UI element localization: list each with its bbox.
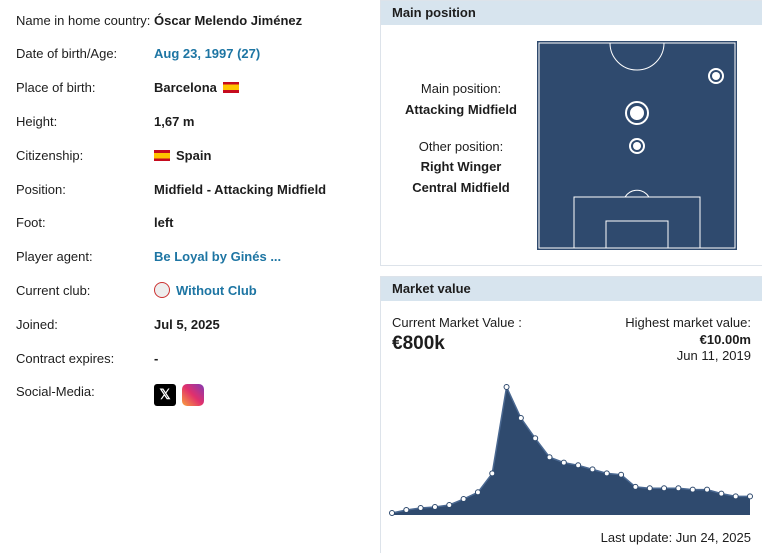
row-label: Foot: <box>16 215 46 231</box>
flag <box>222 82 239 94</box>
value-text: - <box>154 350 159 366</box>
info-row: Contract expires: - <box>16 348 158 368</box>
value-text: Óscar Melendo Jiménez <box>154 12 303 28</box>
info-row: Name in home country: Óscar Melendo Jimén… <box>16 10 302 30</box>
other-position: Right Winger <box>420 159 502 174</box>
row-label: Height: <box>16 113 58 129</box>
row-value: - <box>154 351 158 366</box>
info-row: Height: 1,67 m <box>16 111 194 131</box>
label: Current Market Value : <box>392 315 522 330</box>
info-row: Date of birth/Age: Aug 23, 1997 (27) <box>16 44 260 64</box>
row-label: Social-Media: <box>16 384 95 400</box>
panel-header: Main position <box>381 1 762 25</box>
value-text[interactable]: Be Loyal by Ginés ... <box>154 249 282 265</box>
info-row: Foot: left <box>16 213 174 233</box>
row-value: Midfield - Attacking Midfield <box>154 182 326 197</box>
highest-value: €10.00m <box>699 332 751 347</box>
row-label: Joined: <box>16 316 58 332</box>
value-text: Midfield - Attacking Midfield <box>154 181 327 197</box>
row-label: Date of birth/Age: <box>16 46 118 62</box>
info-row: Player agent: Be Loyal by Ginés ... <box>16 247 281 267</box>
row-value: Óscar Melendo Jiménez <box>154 13 302 28</box>
label: Highest market value: <box>625 315 751 330</box>
row-label: Place of birth: <box>16 80 96 96</box>
row-value: 1,67 m <box>154 114 194 129</box>
highest-date: Jun 11, 2019 <box>676 348 751 363</box>
position-panel: Main position Main position: Attacking M… <box>380 0 762 266</box>
value-text: 1,67 m <box>154 113 195 129</box>
info-row: Joined: Jul 5, 2025 <box>16 314 220 334</box>
info-row: Place of birth: Barcelona <box>16 78 239 98</box>
row-label: Position: <box>16 181 66 197</box>
value-text: Jul 5, 2025 <box>154 316 220 332</box>
x-icon[interactable]: 𝕏 <box>154 383 176 406</box>
value-text[interactable]: Without Club <box>176 282 257 298</box>
value-text: Barcelona <box>154 80 217 96</box>
row-value: left <box>154 215 174 230</box>
club-icon <box>154 282 170 299</box>
row-value: Without Club <box>154 282 257 299</box>
row-label: Citizenship: <box>16 147 84 163</box>
panel-header: Market value <box>381 277 762 301</box>
market-panel: Market value Current Market Value : €800… <box>380 276 762 553</box>
value-text[interactable]: Aug 23, 1997 (27) <box>154 46 261 62</box>
instagram-icon[interactable] <box>182 383 204 406</box>
main-position: Attacking Midfield <box>405 102 517 117</box>
info-row: Social-Media: 𝕏 <box>16 382 204 406</box>
info-row: Citizenship: Spain <box>16 145 211 165</box>
row-label: Contract expires: <box>16 350 115 366</box>
last-update: Last update: Jun 24, 2025 <box>600 530 751 545</box>
info-row: Current club: Without Club <box>16 280 257 300</box>
label: Other position: <box>418 139 504 154</box>
value-text: left <box>154 215 174 231</box>
info-row: Position: Midfield - Attacking Midfield <box>16 179 326 199</box>
current-value: €800k <box>392 333 445 354</box>
row-label: Current club: <box>16 282 91 298</box>
row-value: Jul 5, 2025 <box>154 317 220 332</box>
flag <box>154 149 170 161</box>
row-value: Aug 23, 1997 (27) <box>154 46 260 61</box>
row-value: 𝕏 <box>154 383 204 406</box>
other-position: Central Midfield <box>412 180 510 195</box>
label: Main position: <box>420 81 502 96</box>
row-value: Barcelona <box>154 80 239 95</box>
value-text: Spain <box>176 147 212 163</box>
row-label: Player agent: <box>16 249 93 265</box>
row-value: Be Loyal by Ginés ... <box>154 249 281 264</box>
row-label: Name in home country: <box>16 12 151 28</box>
row-value: Spain <box>154 148 211 163</box>
pitch <box>537 41 737 250</box>
